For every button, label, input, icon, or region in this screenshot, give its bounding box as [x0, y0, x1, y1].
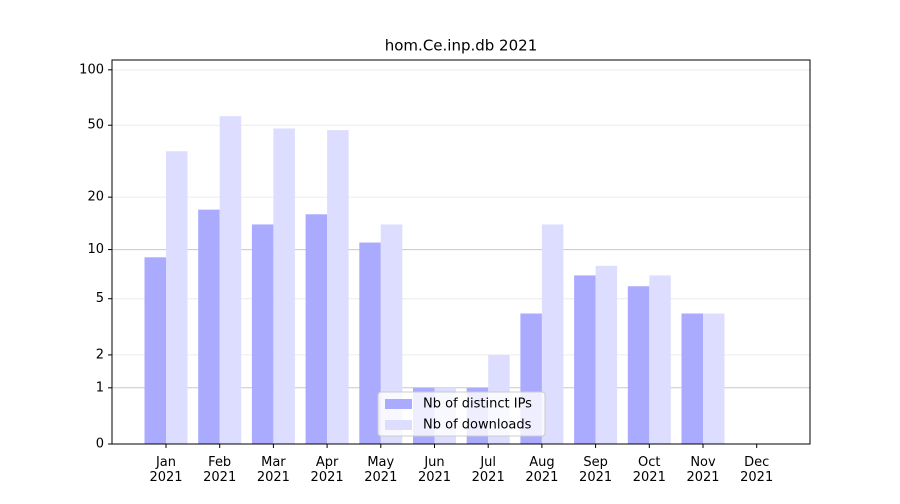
y-tick-label: 100 [79, 62, 104, 77]
legend-label: Nb of distinct IPs [423, 397, 532, 412]
bar [649, 275, 671, 444]
x-tick-label: Sep 2021 [579, 455, 612, 485]
legend-label: Nb of downloads [423, 418, 532, 433]
x-tick-label: Oct 2021 [633, 455, 666, 485]
bar [251, 224, 274, 444]
x-tick-label: Apr 2021 [311, 455, 344, 485]
y-tick-label: 2 [96, 347, 104, 362]
legend-swatch [385, 399, 412, 409]
bar [166, 151, 188, 444]
x-tick-label: Jun 2021 [418, 455, 451, 485]
y-tick-label: 5 [96, 291, 104, 306]
chart-title: hom.Ce.inp.db 2021 [385, 37, 537, 55]
y-tick-label: 50 [87, 118, 104, 133]
bar [327, 130, 349, 444]
bar [681, 313, 703, 444]
y-tick-label: 0 [96, 437, 104, 452]
legend: Nb of distinct IPs Nb of downloads [377, 391, 546, 437]
bar [305, 214, 328, 444]
legend-swatch [385, 420, 412, 430]
bar [595, 265, 618, 444]
x-tick-label: Dec 2021 [740, 455, 773, 485]
x-tick-label: Jul 2021 [472, 455, 505, 485]
bar [574, 275, 596, 444]
bar [198, 209, 220, 444]
x-tick-label: Feb 2021 [203, 455, 236, 485]
x-tick-label: Jan 2021 [149, 455, 182, 485]
bar [627, 286, 650, 444]
bar [273, 128, 295, 445]
bar [144, 257, 166, 444]
y-tick-label: 1 [96, 380, 104, 395]
bar [219, 116, 242, 445]
x-tick-label: Nov 2021 [686, 455, 719, 485]
x-tick-label: May 2021 [364, 455, 397, 485]
x-tick-label: Mar 2021 [257, 455, 290, 485]
bar [541, 224, 564, 444]
bar [380, 224, 403, 444]
bar [359, 242, 381, 444]
y-tick-label: 20 [87, 190, 104, 205]
y-tick-label: 10 [87, 242, 104, 257]
x-tick-label: Aug 2021 [525, 455, 558, 485]
plot-frame [111, 59, 811, 445]
legend-box [377, 391, 546, 437]
bar [703, 313, 725, 444]
